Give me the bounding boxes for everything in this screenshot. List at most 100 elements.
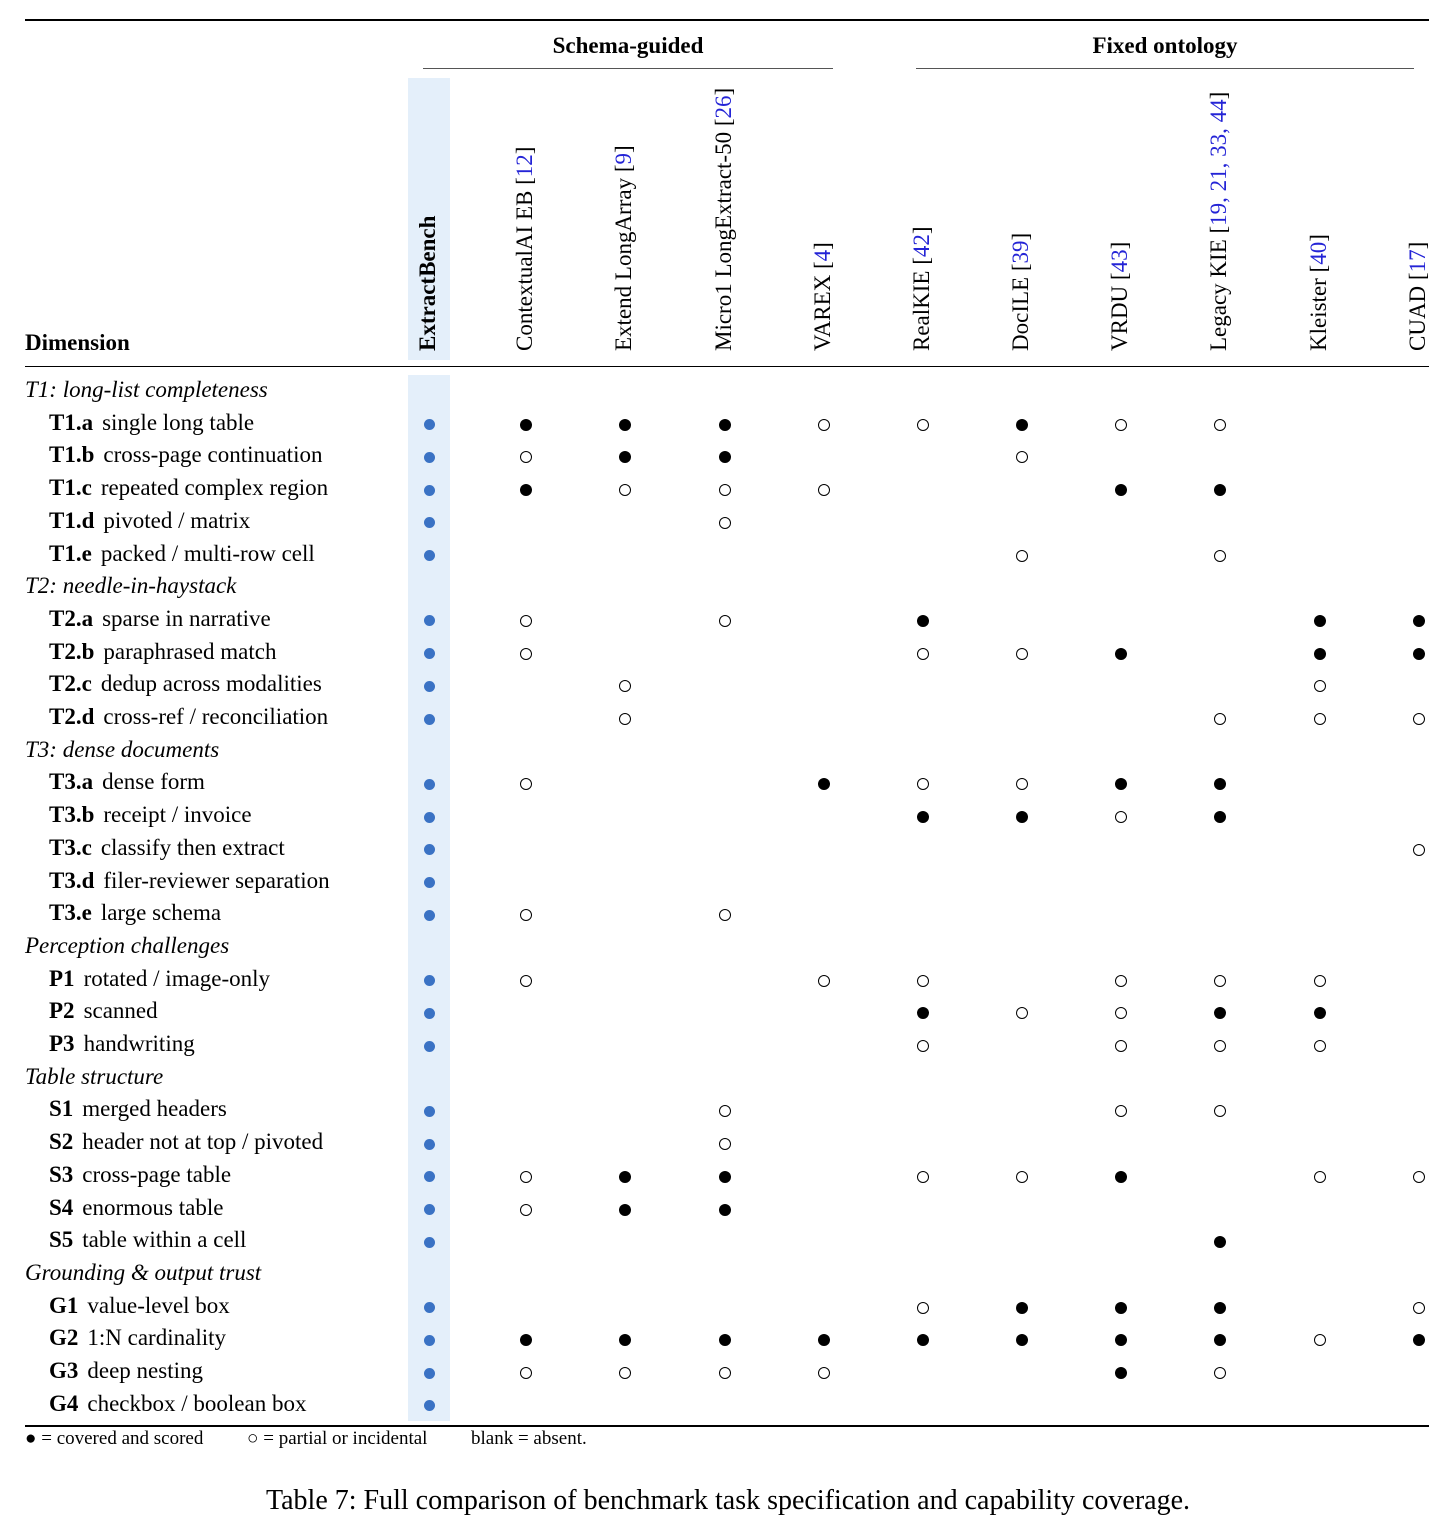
partial-coverage-mark <box>818 418 830 431</box>
citation-link[interactable]: 17 <box>1405 249 1430 273</box>
row-description: packed / multi-row cell <box>100 540 315 566</box>
partial-coverage-mark <box>520 974 532 987</box>
row-label: T2.b paraphrased match <box>49 639 276 665</box>
citation-link[interactable]: 26 <box>711 95 736 119</box>
full-coverage-mark <box>917 1334 929 1347</box>
column-header-1: ContextualAI EB [12] <box>512 147 537 351</box>
column-header-label: VAREX [4] <box>810 242 835 351</box>
partial-coverage-mark <box>1314 680 1326 693</box>
partial-coverage-mark <box>719 484 731 497</box>
partial-coverage-mark <box>1115 1040 1127 1052</box>
partial-coverage-mark <box>917 778 929 791</box>
full-coverage-mark <box>1314 1007 1326 1020</box>
section-header: T3: dense documents <box>25 736 220 762</box>
full-coverage-mark <box>1115 778 1127 791</box>
partial-coverage-mark <box>1314 1334 1326 1347</box>
row-description: enormous table <box>82 1194 224 1220</box>
table-caption: Table 7: Full comparison of benchmark ta… <box>265 1485 1191 1516</box>
partial-coverage-mark <box>1413 1301 1425 1314</box>
row-description: checkbox / boolean box <box>87 1390 307 1416</box>
row-code: G4 <box>49 1390 79 1416</box>
partial-coverage-mark <box>1214 418 1226 431</box>
row-description: classify then extract <box>100 834 285 860</box>
extractbench-coverage-mark <box>423 975 435 987</box>
partial-coverage-mark <box>520 614 532 627</box>
citation-link[interactable]: 40 <box>1306 241 1331 265</box>
column-header-9: Kleister [40] <box>1306 234 1331 351</box>
citation-link[interactable]: 12 <box>512 154 537 178</box>
citation-link[interactable]: 4 <box>810 249 835 262</box>
citation-link[interactable]: 39 <box>1008 240 1033 264</box>
row-description: large schema <box>100 900 222 926</box>
partial-coverage-mark <box>520 451 532 464</box>
citation-bracket: ] <box>1206 91 1231 100</box>
row-description: sparse in narrative <box>102 605 271 631</box>
full-coverage-mark <box>1314 647 1326 660</box>
partial-coverage-mark <box>917 418 929 431</box>
row-code: S5 <box>49 1227 74 1253</box>
extractbench-coverage-mark <box>423 680 435 692</box>
full-coverage-mark <box>1115 647 1127 660</box>
row-code: T1.e <box>49 540 92 566</box>
partial-coverage-mark <box>1314 1170 1326 1183</box>
column-header-label: RealKIE [42] <box>909 226 934 351</box>
full-coverage-mark <box>917 1007 929 1020</box>
partial-coverage-mark <box>1214 1105 1226 1118</box>
extractbench-coverage-mark <box>423 484 435 496</box>
citation-link[interactable]: 42 <box>909 234 934 258</box>
partial-coverage-mark <box>917 1170 929 1183</box>
citation-link[interactable]: 9 <box>611 153 636 165</box>
extractbench-coverage-mark <box>423 909 435 921</box>
row-description: deep nesting <box>87 1358 203 1383</box>
partial-coverage-mark <box>1214 1040 1226 1052</box>
extractbench-coverage-mark <box>423 811 435 823</box>
partial-coverage-mark <box>1413 713 1425 725</box>
extractbench-coverage-mark <box>423 844 435 856</box>
citation-bracket: ] <box>1008 232 1033 241</box>
row-code: T3.c <box>49 834 92 860</box>
full-coverage-mark <box>719 1170 731 1183</box>
extractbench-coverage-mark <box>423 1138 435 1150</box>
row-description: cross-page table <box>82 1161 232 1187</box>
full-coverage-mark <box>520 418 532 431</box>
row-description: rotated / image-only <box>83 965 271 991</box>
partial-coverage-mark <box>520 778 532 791</box>
row-code: P2 <box>49 998 75 1024</box>
citation-link[interactable]: 43 <box>1107 249 1132 273</box>
row-description: header not at top / pivoted <box>82 1129 324 1155</box>
extractbench-coverage-mark <box>423 1007 435 1019</box>
partial-coverage-mark <box>520 1203 532 1216</box>
row-description: handwriting <box>83 1031 195 1056</box>
citation-bracket: ] <box>711 87 736 96</box>
row-label: S5 table within a cell <box>49 1227 246 1253</box>
partial-coverage-mark <box>619 713 631 725</box>
full-coverage-mark <box>1214 811 1226 824</box>
row-code: T3.b <box>49 802 95 828</box>
row-label: T1.d pivoted / matrix <box>49 508 250 534</box>
partial-coverage-mark <box>1413 843 1425 856</box>
column-header-7: VRDU [43] <box>1107 242 1132 351</box>
full-coverage-mark <box>619 451 631 464</box>
citation-link[interactable]: 19, 21, 33, 44 <box>1206 99 1231 226</box>
full-coverage-mark <box>1115 1334 1127 1347</box>
row-label: S1 merged headers <box>49 1096 227 1122</box>
extractbench-coverage-mark <box>423 648 435 660</box>
citation-bracket: ] <box>909 226 934 235</box>
partial-coverage-mark <box>818 1367 830 1379</box>
partial-coverage-mark <box>719 1138 731 1151</box>
row-label: T3.b receipt / invoice <box>49 802 252 828</box>
row-description: pivoted / matrix <box>103 507 251 533</box>
row-label: T2.c dedup across modalities <box>49 671 322 697</box>
partial-coverage-mark <box>1214 713 1226 725</box>
extractbench-coverage-mark <box>423 1400 435 1412</box>
column-header-label: Extend LongArray [9] <box>611 145 636 351</box>
table-top-rule <box>25 19 1429 21</box>
full-coverage-mark <box>1016 1334 1028 1347</box>
row-code: T2.a <box>49 605 94 631</box>
full-coverage-mark <box>1413 614 1425 627</box>
legend-blank: blank = absent. <box>471 1428 587 1449</box>
partial-coverage-mark <box>1314 713 1326 725</box>
full-coverage-mark <box>1214 484 1226 497</box>
partial-coverage-mark <box>1115 1007 1127 1020</box>
row-description: repeated complex region <box>100 475 329 501</box>
